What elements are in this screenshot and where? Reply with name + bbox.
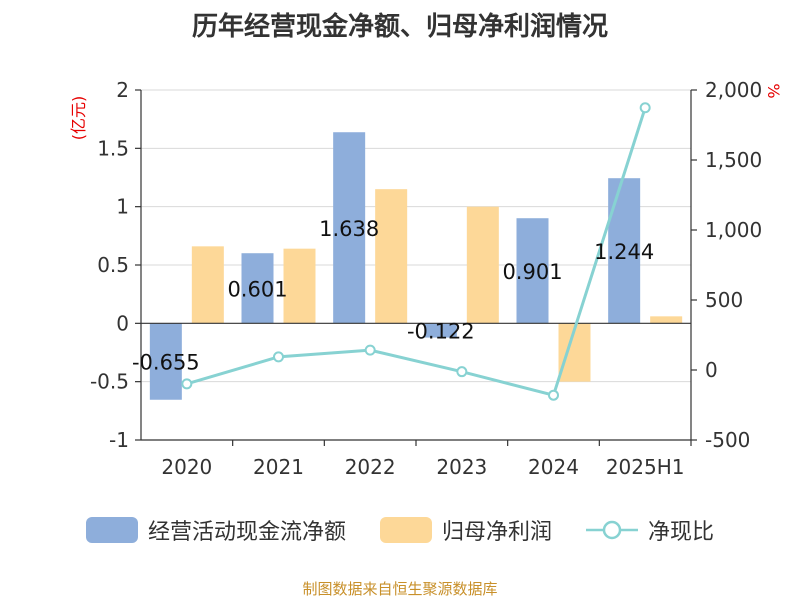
bar-cashflow xyxy=(241,253,274,324)
ratio-line xyxy=(181,102,651,401)
left-tick-label: 0.5 xyxy=(97,253,129,277)
right-tick-label: 0 xyxy=(705,358,718,382)
legend-label-cashflow: 经营活动现金流净额 xyxy=(147,520,346,545)
bar-netprofit xyxy=(375,189,408,324)
legend-item-netprofit[interactable]: 归母净利润 xyxy=(379,514,552,546)
left-tick-label: 1 xyxy=(116,195,129,219)
left-tick-label: 1.5 xyxy=(97,136,129,160)
ratio-point xyxy=(273,351,284,363)
bar-cashflow xyxy=(149,323,182,400)
data-label-cashflow: -0.655 xyxy=(132,351,200,375)
left-tick-label: -0.5 xyxy=(90,370,129,394)
data-label-cashflow: 1.638 xyxy=(319,217,379,241)
ratio-point xyxy=(639,102,651,114)
chart-title: 历年经营现金净额、归母净利润情况 xyxy=(191,12,608,42)
right-tick-label: -500 xyxy=(705,428,750,452)
data-label-cashflow: 1.244 xyxy=(594,240,654,264)
ratio-point xyxy=(364,344,376,356)
data-label-cashflow: -0.122 xyxy=(407,319,475,343)
ratio-point xyxy=(181,378,193,390)
bar-netprofit xyxy=(650,316,683,324)
bar-netprofit xyxy=(191,246,224,324)
legend-swatch-netprofit xyxy=(379,517,432,543)
legend-swatch-ratio xyxy=(586,517,638,543)
x-tick-label: 2021 xyxy=(253,455,304,479)
ratio-polyline xyxy=(186,107,647,398)
left-tick-label: 0 xyxy=(116,311,129,335)
bar-netprofit xyxy=(466,206,499,324)
data-labels: -0.655 0.601 1.638 -0.122 0.901 1.244 xyxy=(132,217,654,375)
x-tick-label: 2022 xyxy=(345,455,396,479)
right-tick-label: 2,000 xyxy=(705,78,762,102)
right-tick-label: 1,000 xyxy=(705,218,762,242)
legend-swatch-cashflow xyxy=(85,517,138,543)
bar-cashflow xyxy=(516,218,549,324)
legend-label-ratio: 净现比 xyxy=(648,520,715,545)
legend-item-ratio[interactable]: 净现比 xyxy=(586,514,714,546)
right-axis-unit: % xyxy=(764,83,783,98)
source-footer: 制图数据来自恒生聚源数据库 xyxy=(302,580,498,598)
bar-cashflow xyxy=(333,132,366,324)
data-label-cashflow: 0.601 xyxy=(227,277,287,301)
legend: 经营活动现金流净额 归母净利润 净现比 xyxy=(0,514,800,546)
right-tick-label: 1,500 xyxy=(705,148,762,172)
left-axis-unit: (亿元) xyxy=(69,96,88,141)
bar-cashflow xyxy=(424,323,457,338)
ratio-point xyxy=(456,366,468,378)
data-label-cashflow: 0.901 xyxy=(502,260,562,284)
legend-label-netprofit: 归母净利润 xyxy=(441,520,552,545)
right-tick-label: 500 xyxy=(705,288,743,312)
left-tick-label: -1 xyxy=(109,428,129,452)
x-tick-label: 2023 xyxy=(436,455,487,479)
x-tick-label: 2025H1 xyxy=(606,455,685,479)
bar-netprofit xyxy=(283,248,316,324)
x-tick-label: 2024 xyxy=(528,455,579,479)
left-tick-label: 2 xyxy=(116,78,129,102)
x-tick-label: 2020 xyxy=(161,455,212,479)
ratio-point xyxy=(548,389,559,401)
axes: -1 -0.5 0 0.5 1 1.5 2 -500 0 500 1,000 1,500 2,000 20… xyxy=(90,78,762,479)
legend-item-cashflow[interactable]: 经营活动现金流净额 xyxy=(85,514,346,546)
